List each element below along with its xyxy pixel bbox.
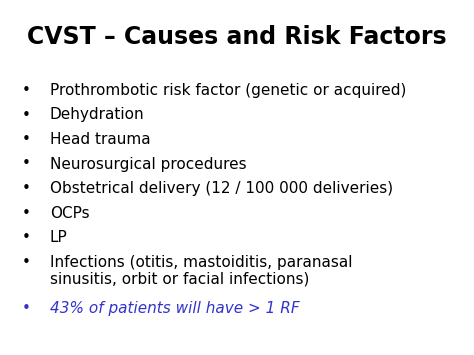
Text: CVST – Causes and Risk Factors: CVST – Causes and Risk Factors xyxy=(27,25,447,49)
Text: •: • xyxy=(22,181,31,196)
Text: •: • xyxy=(22,132,31,147)
Text: •: • xyxy=(22,230,31,245)
Text: OCPs: OCPs xyxy=(50,206,90,220)
Text: •: • xyxy=(22,108,31,122)
Text: Obstetrical delivery (12 / 100 000 deliveries): Obstetrical delivery (12 / 100 000 deliv… xyxy=(50,181,393,196)
Text: •: • xyxy=(22,301,31,316)
Text: •: • xyxy=(22,157,31,171)
Text: •: • xyxy=(22,83,31,98)
Text: 43% of patients will have > 1 RF: 43% of patients will have > 1 RF xyxy=(50,301,300,316)
Text: •: • xyxy=(22,206,31,220)
Text: Prothrombotic risk factor (genetic or acquired): Prothrombotic risk factor (genetic or ac… xyxy=(50,83,406,98)
Text: Head trauma: Head trauma xyxy=(50,132,151,147)
Text: Neurosurgical procedures: Neurosurgical procedures xyxy=(50,157,246,171)
Text: Infections (otitis, mastoiditis, paranasal
sinusitis, orbit or facial infections: Infections (otitis, mastoiditis, paranas… xyxy=(50,255,353,287)
Text: LP: LP xyxy=(50,230,68,245)
Text: •: • xyxy=(22,255,31,269)
Text: Dehydration: Dehydration xyxy=(50,108,145,122)
